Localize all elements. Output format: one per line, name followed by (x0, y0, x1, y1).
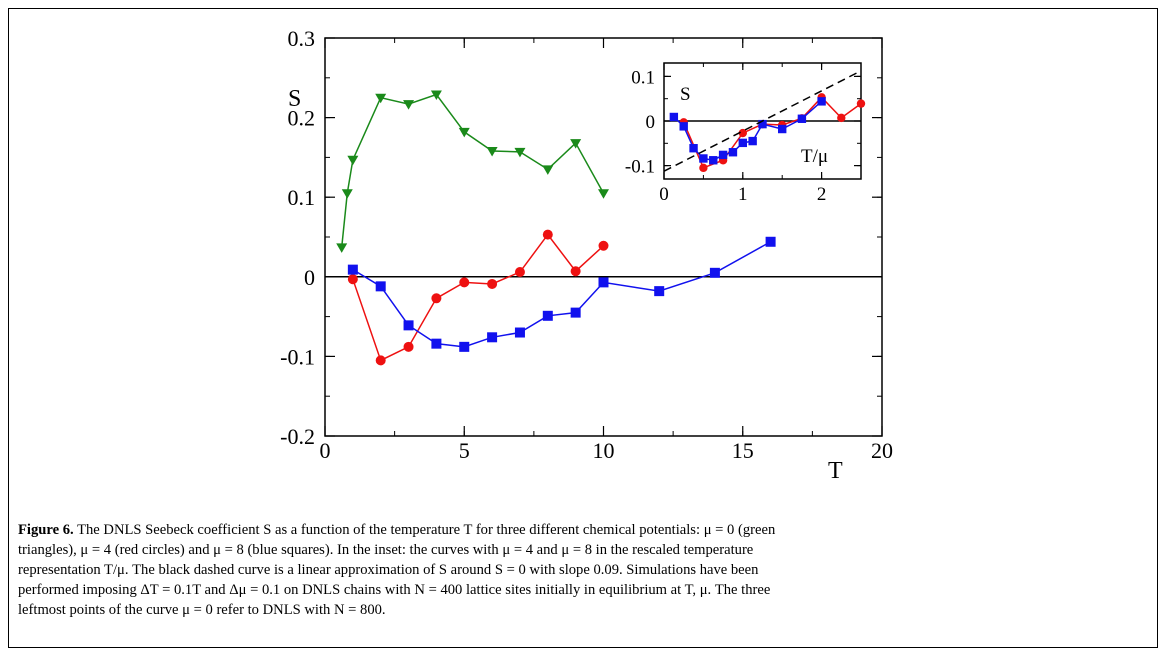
inset-series-1-point (699, 154, 708, 163)
inset-series-1-point (679, 122, 688, 131)
main-series-2-point (431, 338, 442, 349)
inset-y-axis-title: S (680, 84, 691, 105)
main-y-tick-label: 0.1 (288, 185, 316, 210)
main-series-0-point (598, 189, 609, 199)
inset-series-1-point (778, 124, 787, 134)
main-series-0-line (340, 93, 605, 248)
main-series-2-point (542, 310, 553, 321)
caption-label: Figure 6. (18, 522, 74, 538)
inset-series-1-point (709, 156, 718, 165)
main-series-2-point (765, 236, 776, 247)
main-series-2-point (598, 277, 609, 288)
main-series-1-point (403, 341, 414, 352)
inset-x-tick-label: 1 (738, 184, 748, 205)
main-series-2-point (514, 327, 525, 338)
inset-chart: 0 1 2-0.100.1T/μS (625, 62, 866, 205)
inset-x-tick-label: 0 (659, 184, 669, 205)
main-series-2-point (487, 332, 498, 343)
caption-line-1: triangles), μ = 4 (red circles) and μ = … (18, 542, 754, 558)
inset-series-2-line (663, 70, 862, 172)
main-series-2-point (709, 267, 720, 278)
main-series-1-line (352, 233, 605, 362)
inset-series-0-point (856, 99, 866, 108)
main-series-2-point (375, 281, 386, 292)
main-plot-frame (324, 37, 883, 437)
main-y-tick-label: 0.3 (288, 26, 316, 51)
main-x-tick-label: 15 (732, 438, 754, 463)
main-series-0-point (542, 165, 554, 175)
main-chart: 0 5 10 15 20-0.2-0.100.10.20.3TS (280, 26, 893, 484)
caption-line-4: leftmost points of the curve μ = 0 refer… (18, 602, 386, 618)
main-y-tick-label: 0.2 (288, 106, 316, 131)
inset-y-tick-label: 0 (646, 112, 656, 133)
inset-series-1-point (738, 138, 747, 148)
main-series-0-point (430, 90, 442, 101)
main-series-1-point (514, 267, 525, 278)
main-series-1-point (375, 355, 386, 366)
main-series-0-point (336, 243, 348, 253)
main-series-0-point (341, 189, 353, 199)
main-series-2-point (570, 307, 581, 318)
main-y-tick-label: 0 (304, 265, 315, 290)
inset-y-tick-label: 0.1 (631, 67, 655, 88)
main-series-2-point (459, 341, 470, 352)
main-series-0-point (347, 155, 359, 166)
inset-series-1-point (728, 148, 738, 157)
main-y-tick-label: -0.2 (280, 424, 315, 449)
inset-series-1-point (669, 112, 679, 122)
main-y-axis-title: S (288, 86, 301, 112)
inset-series-0-point (699, 163, 708, 173)
main-series-2-point (347, 264, 358, 275)
main-x-tick-label: 0 (320, 438, 331, 463)
main-series-0-point (486, 147, 498, 157)
main-x-tick-label: 5 (459, 438, 470, 463)
inset-series-1-point (817, 97, 826, 106)
main-series-1-point (431, 293, 442, 304)
main-x-tick-label: 10 (593, 438, 615, 463)
inset-series-1-point (718, 150, 728, 160)
main-x-tick-label: 20 (871, 438, 893, 463)
caption-line-2: representation T/μ. The black dashed cur… (18, 562, 759, 578)
main-series-0-point (514, 147, 526, 158)
main-series-1-point (542, 229, 553, 240)
inset-x-axis-title: T/μ (801, 146, 828, 167)
main-series-2-point (403, 320, 414, 331)
figure-frame (8, 8, 1158, 648)
main-series-0-point (403, 100, 415, 110)
main-y-tick-label: -0.1 (280, 344, 315, 369)
inset-y-tick-label: -0.1 (625, 157, 655, 178)
inset-series-1-point (797, 114, 807, 123)
main-series-0-point (375, 93, 387, 104)
inset-series-0-point (837, 113, 846, 123)
main-series-1-point (347, 274, 358, 285)
main-series-0-point (458, 127, 470, 138)
main-series-1-point (598, 240, 609, 251)
main-series-1-point (459, 277, 470, 288)
inset-series-1-point (689, 144, 698, 153)
inset-series-1-point (748, 136, 757, 146)
caption-line-0: The DNLS Seebeck coefficient S as a func… (77, 522, 776, 538)
figure-caption: Figure 6. The DNLS Seebeck coefficient S… (18, 520, 1148, 620)
main-x-axis-title: T (828, 458, 843, 484)
main-series-0-point (570, 139, 582, 149)
caption-line-3: performed imposing ΔT = 0.1T and Δμ = 0.… (18, 582, 771, 598)
main-series-2-point (654, 286, 665, 297)
inset-series-1-point (758, 119, 767, 129)
inset-x-tick-label: 2 (817, 184, 827, 205)
main-series-1-point (487, 278, 498, 289)
main-series-2-line (352, 241, 771, 348)
main-series-1-point (570, 266, 581, 277)
inset-series-0-point (738, 128, 747, 138)
